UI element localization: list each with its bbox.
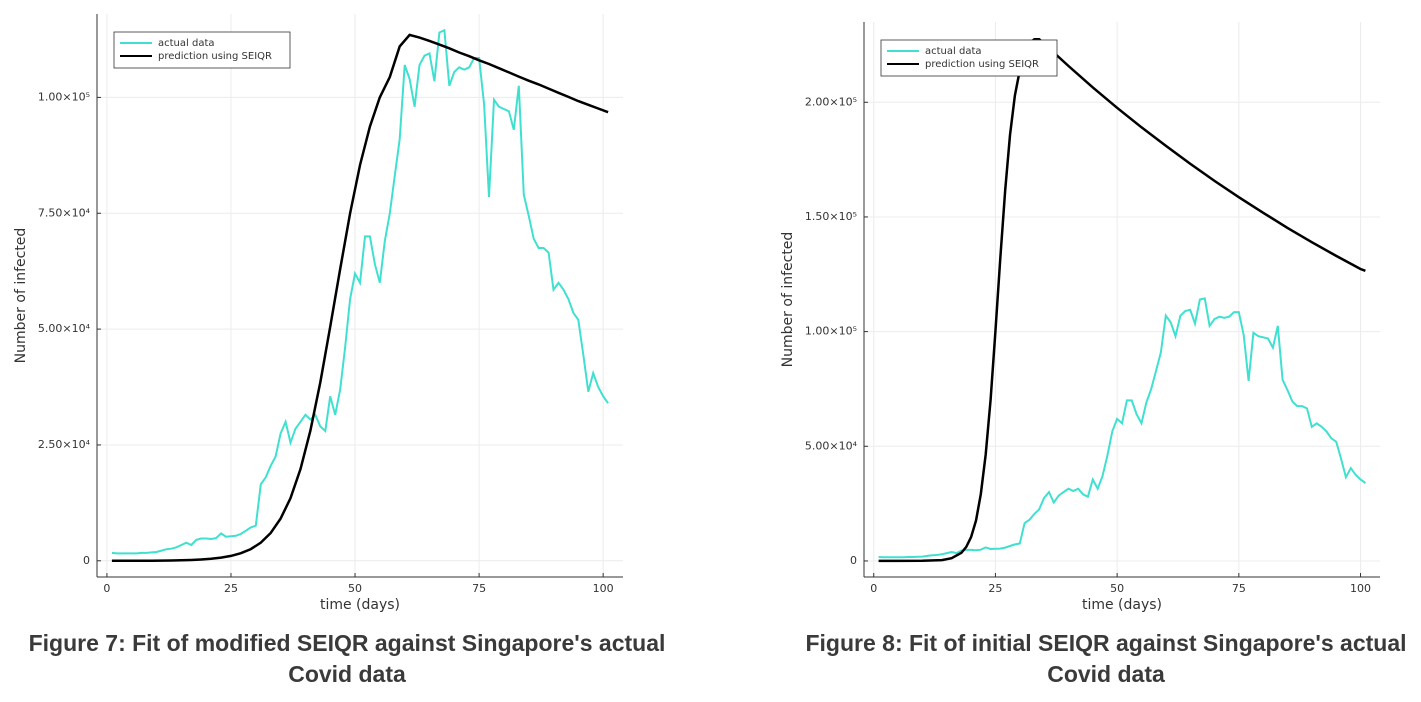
y-tick-label: 5.00×10⁴ <box>805 439 858 452</box>
legend-label: actual data <box>158 38 215 49</box>
y-tick-label: 1.50×10⁵ <box>805 210 857 223</box>
x-tick-label: 0 <box>870 582 877 595</box>
x-axis-label: time (days) <box>320 597 400 613</box>
x-tick-label: 100 <box>593 582 614 595</box>
legend-box <box>113 31 291 69</box>
y-tick-label: 5.00×10⁴ <box>38 322 91 335</box>
y-axis-label: Number of infected <box>780 232 796 368</box>
x-tick-label: 25 <box>988 582 1002 595</box>
figure-caption: Figure 8: Fit of initial SEIQR against S… <box>805 630 1407 687</box>
y-axis-label: Number of infected <box>13 228 29 364</box>
y-tick-label: 2.50×10⁴ <box>38 438 91 451</box>
y-tick-label: 0 <box>850 554 857 567</box>
data-line <box>111 28 609 555</box>
y-tick-label: 1.00×10⁵ <box>38 90 90 103</box>
x-tick-label: 75 <box>1232 582 1246 595</box>
x-tick-label: 50 <box>348 582 362 595</box>
y-tick-label: 7.50×10⁴ <box>38 206 91 219</box>
x-tick-label: 75 <box>472 582 486 595</box>
data-line <box>111 33 609 563</box>
x-tick-label: 50 <box>1110 582 1124 595</box>
x-tick-label: 25 <box>224 582 238 595</box>
x-tick-label: 100 <box>1350 582 1371 595</box>
x-axis-label: time (days) <box>1082 597 1162 613</box>
legend-label: prediction using SEIQR <box>158 51 272 62</box>
legend-label: actual data <box>925 46 982 57</box>
y-tick-label: 2.00×10⁵ <box>805 95 857 108</box>
legend-box <box>880 39 1058 77</box>
y-tick-label: 0 <box>83 554 90 567</box>
y-tick-label: 1.00×10⁵ <box>805 325 857 338</box>
x-tick-label: 0 <box>103 582 110 595</box>
data-line <box>878 297 1366 559</box>
figure-caption: Figure 7: Fit of modified SEIQR against … <box>28 630 666 687</box>
legend-label: prediction using SEIQR <box>925 59 1039 70</box>
data-line <box>878 37 1366 563</box>
